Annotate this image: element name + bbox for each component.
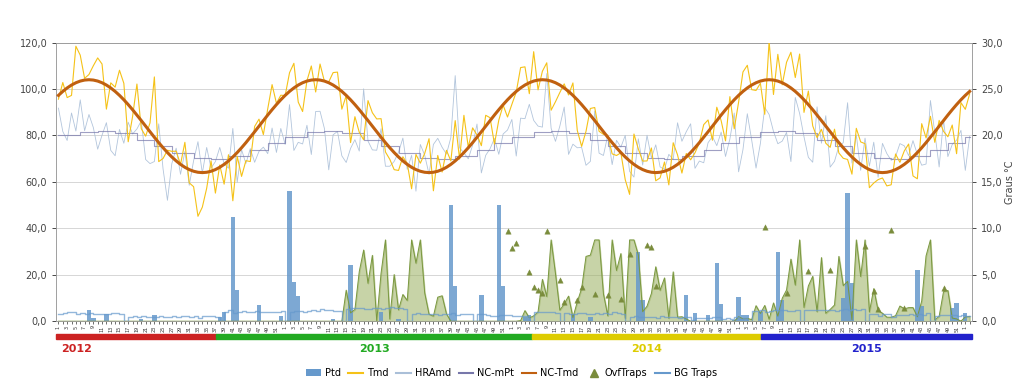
Point	[779, 289, 795, 296]
Point	[883, 226, 899, 233]
Bar	[706, 315, 710, 321]
Point	[586, 291, 603, 297]
Bar	[235, 290, 239, 321]
Bar	[693, 313, 698, 321]
Bar	[715, 263, 719, 321]
Bar	[527, 315, 532, 321]
Bar	[449, 205, 453, 321]
Bar	[741, 315, 745, 321]
Bar	[916, 270, 920, 321]
Bar	[278, 316, 283, 321]
Bar	[532, 334, 761, 339]
Bar	[636, 252, 640, 321]
Text: 2013: 2013	[359, 344, 390, 354]
Point	[503, 245, 520, 252]
Bar	[292, 282, 296, 321]
Bar	[640, 300, 644, 321]
Bar	[87, 310, 91, 321]
Bar	[732, 320, 737, 321]
Point	[857, 243, 874, 249]
Bar	[758, 312, 762, 321]
Bar	[230, 217, 235, 321]
Point	[757, 224, 773, 231]
Bar	[496, 205, 501, 321]
Point	[800, 268, 816, 274]
Bar	[349, 265, 353, 321]
Bar	[684, 295, 688, 321]
Point	[643, 245, 660, 251]
Point	[870, 306, 886, 312]
Bar	[479, 295, 484, 321]
Point	[526, 284, 542, 291]
Point	[613, 296, 629, 302]
Bar	[737, 297, 741, 321]
Bar	[104, 314, 108, 321]
Bar	[222, 312, 226, 321]
Bar	[719, 304, 723, 321]
Point	[534, 290, 550, 296]
Bar	[950, 308, 954, 321]
Point	[569, 297, 585, 303]
Bar	[845, 194, 850, 321]
Bar	[920, 306, 924, 321]
Point	[530, 287, 546, 293]
Point	[599, 291, 616, 298]
Text: 2014: 2014	[631, 344, 662, 354]
Bar	[217, 334, 532, 339]
Bar	[331, 319, 336, 321]
Text: 2012: 2012	[60, 344, 92, 354]
Bar	[501, 286, 505, 321]
Bar	[850, 283, 854, 321]
Bar	[396, 319, 401, 321]
Bar	[761, 334, 972, 339]
Point	[896, 305, 913, 312]
Point	[521, 269, 537, 276]
Bar	[257, 305, 261, 321]
Text: 2015: 2015	[851, 344, 882, 354]
Y-axis label: Graus °C: Graus °C	[1006, 160, 1016, 204]
Bar	[296, 296, 301, 321]
Point	[821, 267, 838, 273]
Bar	[379, 312, 384, 321]
Bar	[453, 286, 457, 321]
Point	[865, 288, 882, 294]
Bar	[571, 314, 575, 321]
Bar	[588, 317, 592, 321]
Bar	[91, 318, 95, 321]
Point	[574, 284, 590, 290]
Point	[538, 228, 554, 234]
Bar	[775, 252, 780, 321]
Point	[551, 277, 568, 283]
Point	[935, 284, 951, 291]
Point	[499, 228, 516, 235]
Bar	[56, 334, 217, 339]
Bar	[841, 298, 845, 321]
Bar	[287, 191, 292, 321]
Bar	[780, 300, 785, 321]
Bar	[954, 303, 959, 321]
Bar	[745, 315, 750, 321]
Point	[648, 283, 664, 289]
Bar	[963, 313, 968, 321]
Point	[557, 299, 573, 305]
Legend: Ptd, Tmd, HRAmd, NC-mPt, NC-Tmd, OvfTraps, BG Traps: Ptd, Tmd, HRAmd, NC-mPt, NC-Tmd, OvfTrap…	[303, 365, 720, 382]
Bar	[139, 319, 143, 321]
Bar	[218, 317, 222, 321]
Point	[638, 242, 655, 248]
Point	[508, 240, 525, 246]
Bar	[523, 317, 527, 321]
Point	[621, 250, 637, 257]
Bar	[152, 315, 157, 321]
